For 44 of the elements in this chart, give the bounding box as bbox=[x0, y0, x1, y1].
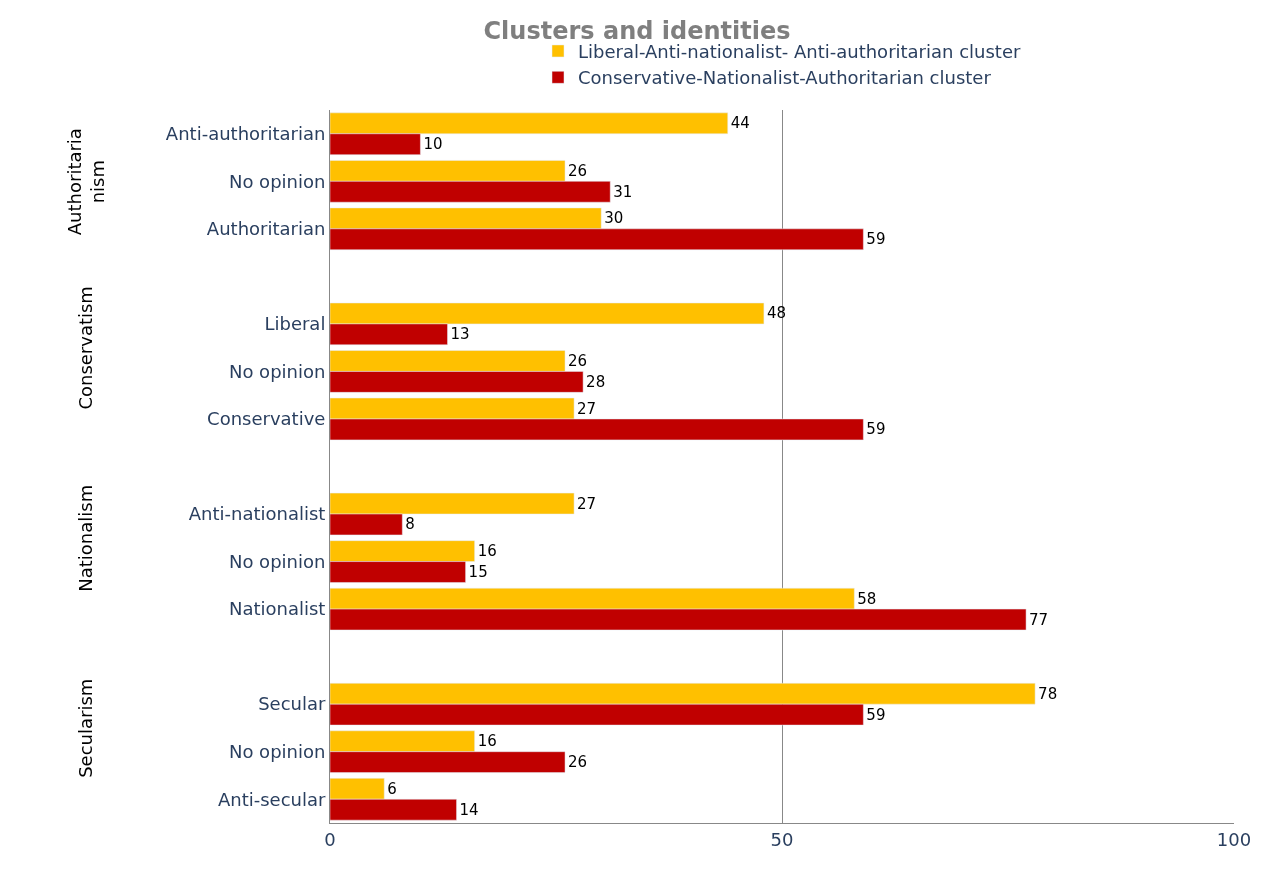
data-label: 59 bbox=[866, 705, 886, 724]
data-label: 59 bbox=[866, 230, 886, 249]
data-label: 78 bbox=[1038, 684, 1058, 703]
data-label: 13 bbox=[450, 325, 470, 344]
data-label: 30 bbox=[604, 209, 624, 228]
x-tick-label: 50 bbox=[770, 828, 794, 850]
y-tick-label: No opinion bbox=[228, 550, 326, 572]
y-tick-label: Anti-secular bbox=[217, 788, 326, 810]
legend-label: Conservative-Nationalist-Authoritarian cluster bbox=[578, 67, 992, 89]
y-tick-label: No opinion bbox=[228, 360, 326, 382]
data-label: 28 bbox=[586, 372, 606, 391]
data-label: 48 bbox=[766, 304, 787, 323]
y-tick-label: Secular bbox=[258, 693, 326, 715]
y-tick-label: No opinion bbox=[228, 170, 326, 192]
x-tick-label: 0 bbox=[324, 828, 336, 850]
y-tick-label: Authoritarian bbox=[206, 218, 326, 240]
data-label: 10 bbox=[423, 135, 443, 154]
data-label: 15 bbox=[468, 563, 488, 582]
data-label: 27 bbox=[577, 399, 597, 418]
text: Secularism bbox=[74, 678, 96, 778]
data-label: 59 bbox=[866, 420, 886, 439]
text: Nationalism bbox=[75, 484, 97, 592]
data-label: 6 bbox=[387, 779, 397, 798]
y-tick-label: Conservative bbox=[207, 408, 326, 430]
data-label: 16 bbox=[477, 732, 497, 751]
data-label: 8 bbox=[405, 515, 415, 534]
data-label: 26 bbox=[568, 351, 588, 370]
data-label: 58 bbox=[857, 589, 877, 608]
data-label: 27 bbox=[577, 494, 597, 513]
y-tick-label: Anti-nationalist bbox=[188, 503, 326, 525]
y-tick-label: No opinion bbox=[228, 741, 326, 762]
data-label: 16 bbox=[477, 542, 497, 561]
data-label: 31 bbox=[613, 182, 633, 201]
data-label: 44 bbox=[730, 114, 750, 133]
data-label: 26 bbox=[568, 161, 588, 180]
text: Conservatism bbox=[75, 286, 97, 410]
data-label: 77 bbox=[1029, 610, 1049, 629]
y-tick-label: Liberal bbox=[264, 313, 326, 335]
text: Authoritaria nism bbox=[63, 128, 109, 236]
y-tick-label: Nationalist bbox=[228, 598, 326, 620]
data-label: 14 bbox=[459, 800, 479, 819]
y-tick-label: Anti-authoritarian bbox=[165, 123, 326, 145]
x-tick-label: 100 bbox=[1216, 828, 1252, 850]
data-label: 26 bbox=[568, 753, 588, 772]
